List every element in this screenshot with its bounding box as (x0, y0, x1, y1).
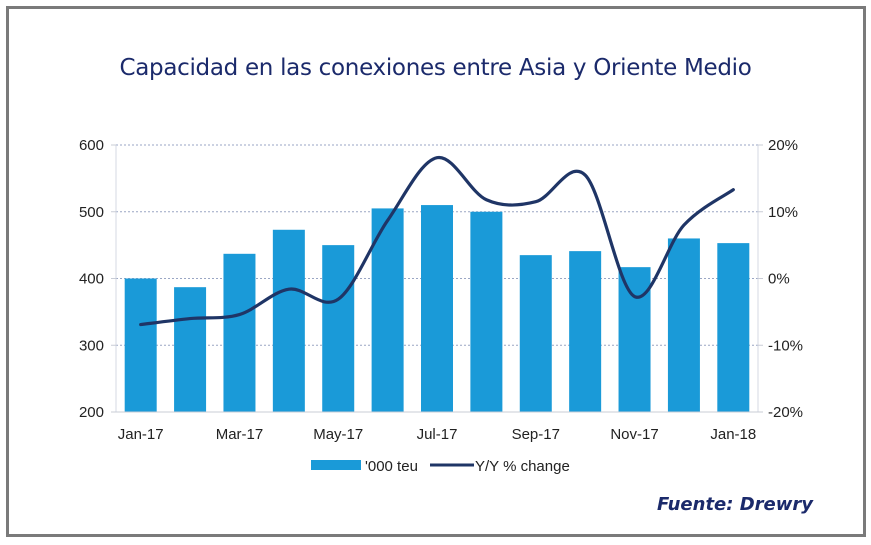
x-tick-label: Mar-17 (216, 426, 264, 443)
bar-Jan-18 (717, 243, 750, 412)
yoy-change-line (139, 156, 735, 327)
chart-title: Capacidad en las conexiones entre Asia y… (119, 55, 752, 81)
legend: '000 teu Y/Y % change (311, 458, 570, 475)
source-note: Fuente: Drewry (657, 494, 813, 515)
bar-Nov-17 (618, 267, 651, 412)
right-tick-label: 0% (768, 271, 790, 288)
left-tick-label: 500 (79, 204, 104, 221)
axes (111, 144, 763, 413)
bar-Jan-17 (124, 278, 157, 412)
legend-swatch-teu (311, 460, 361, 470)
right-tick-label: -10% (768, 337, 803, 354)
bar-May-17 (322, 245, 355, 412)
x-tick-label: Jan-18 (710, 426, 756, 443)
bar-Aug-17 (470, 211, 503, 412)
x-tick-label: Sep-17 (512, 426, 560, 443)
left-tick-label: 200 (79, 404, 104, 421)
bar-Jul-17 (421, 205, 453, 412)
left-tick-label: 600 (79, 137, 104, 154)
line-series (139, 156, 735, 327)
x-tick-label: May-17 (313, 426, 363, 443)
x-tick-label: Jul-17 (417, 426, 458, 443)
bar-series (124, 205, 750, 412)
bar-Dec-17 (667, 238, 700, 412)
tick-labels: 200 300 400 500 600 -20% -10% 0% 10% 20% Jan-17 Mar… (79, 137, 803, 443)
bar-Apr-17 (272, 229, 305, 412)
bar-Mar-17 (223, 253, 256, 412)
left-tick-label: 300 (79, 337, 104, 354)
right-tick-label: 20% (768, 137, 798, 154)
bar-Jun-17 (371, 208, 404, 412)
legend-label-teu: '000 teu (365, 458, 418, 475)
bar-Sep-17 (519, 255, 552, 412)
x-tick-label: Nov-17 (610, 426, 658, 443)
legend-label-yoy: Y/Y % change (475, 458, 570, 475)
left-tick-label: 400 (79, 271, 104, 288)
bar-Feb-17 (174, 287, 207, 412)
bar-Oct-17 (569, 251, 602, 412)
x-tick-label: Jan-17 (118, 426, 164, 443)
right-tick-label: -20% (768, 404, 803, 421)
right-tick-label: 10% (768, 204, 798, 221)
